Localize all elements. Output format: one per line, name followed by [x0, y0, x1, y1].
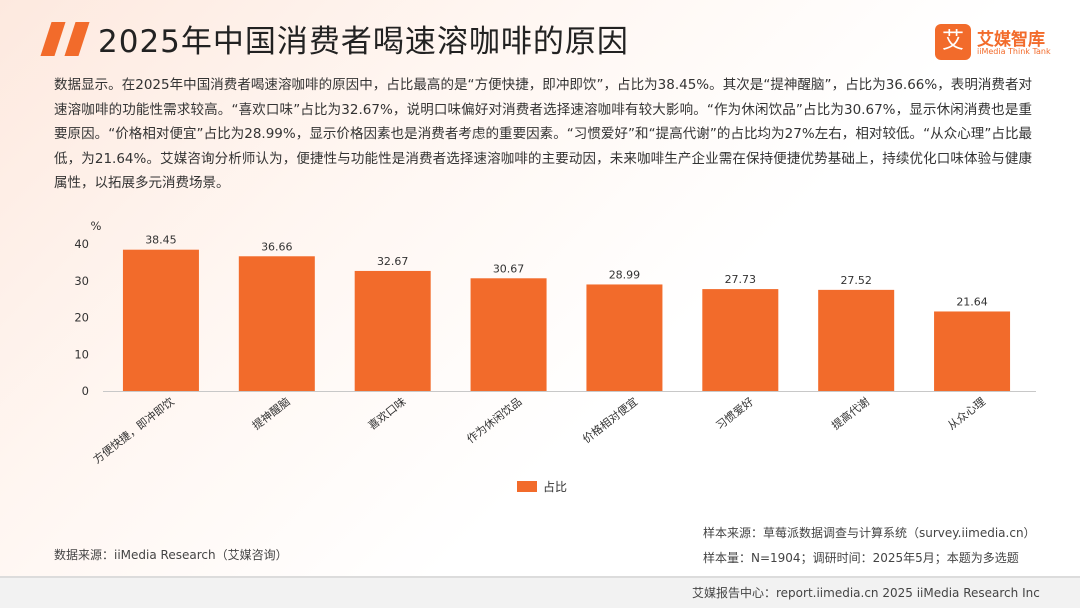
x-tick-label: 提神醒脑 — [249, 394, 292, 432]
y-tick-label: 10 — [74, 347, 89, 361]
footer-band: 艾媒报告中心：report.iimedia.cn 2025 iiMedia Re… — [0, 576, 1080, 608]
bar-value-label: 32.67 — [377, 255, 409, 268]
bar-value-label: 21.64 — [956, 295, 988, 308]
y-tick-label: 30 — [74, 274, 89, 288]
bar-value-label: 27.52 — [840, 274, 872, 287]
report-center: 艾媒报告中心：report.iimedia.cn 2025 iiMedia Re… — [692, 586, 1040, 600]
y-tick-label: 40 — [74, 237, 89, 251]
bar — [354, 270, 431, 391]
x-tick-label: 习惯爱好 — [713, 394, 756, 432]
bar-value-label: 30.67 — [493, 262, 525, 275]
legend-label: 占比 — [543, 480, 568, 494]
data-source: 数据来源：iiMedia Research（艾媒咨询） — [54, 548, 288, 562]
sample-source: 样本来源：草莓派数据调查与计算系统（survey.iimedia.cn） — [703, 526, 1036, 540]
bar-value-label: 28.99 — [609, 268, 641, 281]
x-tick-label: 从众心理 — [945, 395, 988, 432]
x-tick-label: 喜欢口味 — [365, 394, 408, 432]
y-tick-label: 20 — [74, 311, 89, 325]
logo-name-en: iiMedia Think Tank — [977, 47, 1051, 56]
legend-swatch — [517, 481, 537, 492]
x-tick-label: 作为休闲饮品 — [464, 394, 525, 446]
bar — [238, 256, 315, 391]
bar — [122, 249, 199, 391]
bar — [470, 278, 547, 391]
x-tick-label: 提高代谢 — [829, 394, 872, 432]
page-title: 2025年中国消费者喝速溶咖啡的原因 — [98, 24, 629, 60]
summary-text: 数据显示。在2025年中国消费者喝速溶咖啡的原因中，占比最高的是“方便快捷，即冲… — [54, 77, 1032, 191]
x-tick-label: 方便快捷，即冲即饮 — [90, 394, 177, 466]
logo-icon: 艾 — [935, 24, 971, 60]
bar-value-label: 27.73 — [725, 273, 757, 286]
y-axis-unit: % — [91, 219, 102, 233]
footer-divider — [0, 576, 1080, 578]
bar-value-label: 36.66 — [261, 240, 293, 253]
bar — [586, 284, 663, 391]
logo-name-cn: 艾媒智库 — [977, 30, 1045, 50]
bar — [934, 311, 1011, 391]
x-tick-label: 价格相对便宜 — [580, 394, 641, 446]
sample-size: 样本量：N=1904；调研时间：2025年5月；本题为多选题 — [703, 551, 1019, 565]
bar-value-label: 38.45 — [145, 234, 177, 247]
bar — [702, 289, 779, 391]
bar — [818, 289, 895, 391]
brand-logo: 艾 艾媒智库 iiMedia Think Tank — [935, 24, 1055, 64]
y-tick-label: 0 — [82, 384, 89, 398]
